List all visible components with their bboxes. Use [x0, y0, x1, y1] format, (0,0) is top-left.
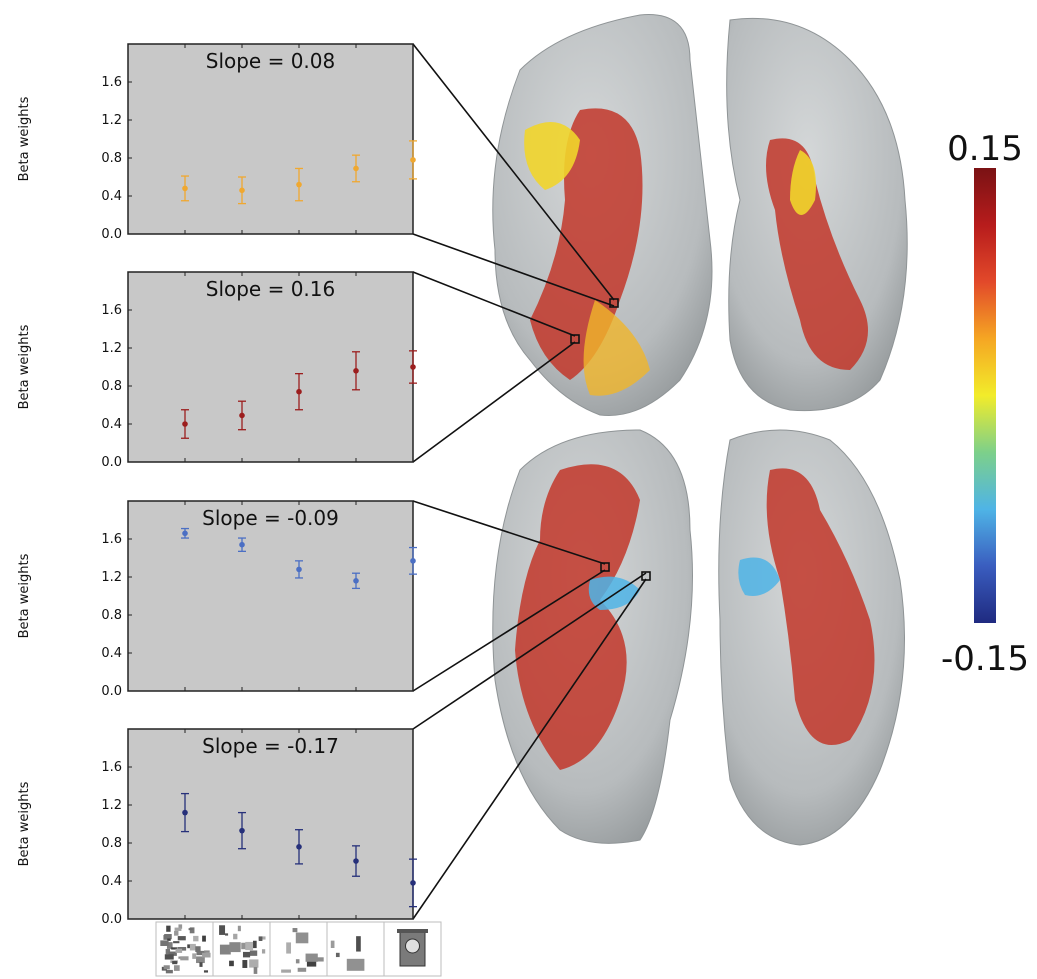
slope-title: Slope = -0.17 — [202, 734, 339, 758]
data-marker — [239, 828, 245, 834]
y-tick-label: 1.2 — [101, 113, 122, 128]
y-tick-label: 0.8 — [101, 379, 122, 394]
data-marker — [353, 578, 359, 584]
y-axis-label: Beta weights — [17, 553, 32, 638]
stimulus-thumbnail-3 — [270, 922, 327, 976]
y-tick-label: 0.0 — [101, 227, 122, 242]
y-tick-label: 0.4 — [101, 646, 122, 661]
slope-panel-1: 0.0 0.4 0.8 1.2 1.6 Slope = 0.08 Beta weights — [17, 44, 417, 242]
y-tick-label: 0.8 — [101, 608, 122, 623]
brain-bottom-left — [493, 430, 693, 843]
data-marker — [182, 421, 188, 427]
stimulus-thumbnail-4 — [327, 922, 384, 976]
y-tick-label: 1.6 — [101, 532, 122, 547]
data-marker — [296, 844, 302, 850]
y-tick-label: 0.0 — [101, 455, 122, 470]
slope-title: Slope = -0.09 — [202, 506, 339, 530]
y-tick-label: 1.2 — [101, 570, 122, 585]
brain-bottom-right — [719, 430, 905, 845]
y-tick-label: 1.6 — [101, 303, 122, 318]
data-marker — [410, 880, 416, 886]
y-tick-label: 0.8 — [101, 151, 122, 166]
slope-panel-3: 0.0 0.4 0.8 1.2 1.6 Slope = -0.09 Beta weights — [17, 501, 417, 699]
y-tick-label: 1.6 — [101, 760, 122, 775]
data-marker — [410, 364, 416, 370]
data-marker — [353, 858, 359, 864]
connector-line — [413, 342, 575, 462]
y-tick-label: 0.0 — [101, 684, 122, 699]
brain-top-left — [493, 15, 712, 416]
stimulus-thumbnail-1 — [156, 922, 213, 976]
data-marker — [239, 542, 245, 548]
y-tick-label: 0.0 — [101, 912, 122, 927]
colorbar-max-label: 0.15 — [947, 129, 1023, 169]
slope-title: Slope = 0.16 — [206, 277, 336, 301]
data-marker — [182, 810, 188, 816]
slope-panel-2: 0.0 0.4 0.8 1.2 1.6 Slope = 0.16 Beta weights — [17, 272, 417, 470]
data-marker — [296, 389, 302, 395]
colorbar-gradient — [974, 168, 996, 623]
y-tick-label: 0.4 — [101, 189, 122, 204]
data-marker — [353, 166, 359, 172]
brain-top-right — [727, 18, 908, 410]
y-tick-label: 1.6 — [101, 75, 122, 90]
brain-renderings — [493, 15, 907, 845]
y-tick-label: 0.4 — [101, 417, 122, 432]
data-marker — [239, 188, 245, 194]
y-axis-label: Beta weights — [17, 96, 32, 181]
data-marker — [182, 186, 188, 192]
stimulus-thumbnail-5 — [384, 922, 441, 976]
colorbar: 0.15 -0.15 — [941, 129, 1029, 679]
data-marker — [410, 157, 416, 163]
data-marker — [353, 368, 359, 374]
y-axis-label: Beta weights — [17, 324, 32, 409]
data-marker — [182, 531, 188, 537]
data-marker — [296, 567, 302, 573]
data-marker — [296, 182, 302, 188]
data-marker — [410, 558, 416, 564]
slope-panel-4: 0.0 0.4 0.8 1.2 1.6 Slope = -0.17 Beta weights — [17, 729, 417, 927]
y-tick-label: 0.8 — [101, 836, 122, 851]
y-axis-label: Beta weights — [17, 781, 32, 866]
data-marker — [239, 413, 245, 419]
slope-title: Slope = 0.08 — [206, 49, 336, 73]
y-tick-label: 1.2 — [101, 341, 122, 356]
y-tick-label: 0.4 — [101, 874, 122, 889]
colorbar-min-label: -0.15 — [941, 639, 1029, 679]
stimulus-thumbnails — [156, 922, 441, 976]
stimulus-thumbnail-2 — [213, 922, 270, 976]
y-tick-label: 1.2 — [101, 798, 122, 813]
